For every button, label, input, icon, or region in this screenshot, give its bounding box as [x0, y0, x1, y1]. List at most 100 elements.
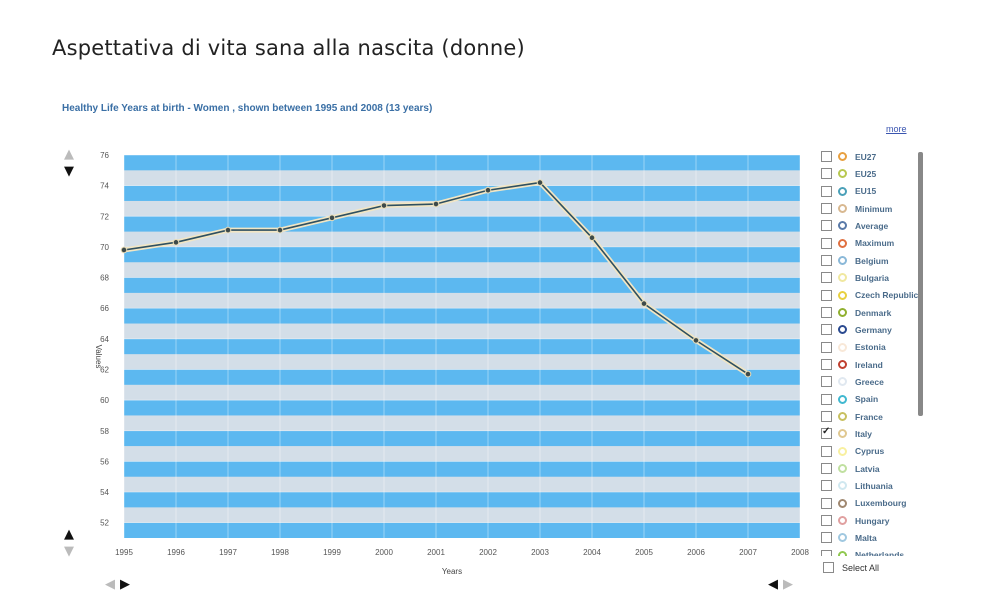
legend-label: Malta	[855, 532, 877, 543]
legend-checkbox[interactable]	[821, 359, 832, 371]
legend-item[interactable]: Estonia	[818, 339, 928, 356]
legend-item[interactable]: Netherlands	[818, 547, 928, 556]
select-all-toggle[interactable]: Select All	[820, 562, 879, 573]
legend-label: Czech Republic	[855, 290, 919, 301]
data-point	[640, 300, 648, 307]
y-tick-label: 60	[100, 396, 109, 405]
legend-item[interactable]: Spain	[818, 391, 928, 408]
legend-item[interactable]: Denmark	[818, 304, 928, 321]
background-band	[124, 246, 800, 263]
legend-item[interactable]: France	[818, 408, 928, 425]
legend-checkbox[interactable]	[821, 376, 832, 388]
data-point	[276, 226, 284, 234]
legend-item[interactable]: Hungary	[818, 512, 928, 529]
data-point	[224, 226, 232, 234]
background-band	[124, 369, 800, 385]
background-band	[124, 461, 800, 477]
legend-item[interactable]: Germany	[818, 321, 928, 338]
y-tick-label: 76	[100, 151, 109, 160]
legend-checkbox[interactable]	[821, 532, 832, 544]
legend-marker-icon	[838, 342, 847, 352]
background-band	[124, 522, 800, 538]
legend-marker-icon	[838, 290, 847, 300]
x-tick-label: 1998	[271, 548, 289, 557]
legend-item[interactable]: Malta	[818, 529, 928, 546]
x-tick-label: 1996	[167, 548, 185, 557]
select-all-checkbox[interactable]	[823, 562, 834, 573]
legend-item[interactable]: EU27	[818, 148, 928, 165]
legend-checkbox[interactable]	[821, 151, 832, 163]
legend-item[interactable]: Bulgaria	[818, 269, 928, 286]
legend-checkbox[interactable]	[821, 549, 832, 556]
legend-item[interactable]: Latvia	[818, 460, 928, 477]
legend-item[interactable]: Average	[818, 217, 928, 234]
legend-checkbox[interactable]	[821, 185, 832, 197]
data-point	[432, 200, 440, 208]
y-tick-label: 66	[100, 304, 109, 313]
legend-checkbox[interactable]	[821, 411, 832, 423]
legend-checkbox[interactable]	[821, 203, 832, 215]
scroll-up-icon[interactable]: ▲	[64, 527, 74, 542]
legend-checkbox[interactable]	[821, 515, 832, 527]
background-band	[124, 430, 800, 447]
x-tick-label: 2006	[687, 548, 705, 557]
legend-item[interactable]: Greece	[818, 373, 928, 390]
legend-marker-icon	[838, 481, 847, 491]
pan-left-icon[interactable]: ◀	[768, 577, 778, 592]
x-tick-label: 2001	[427, 548, 445, 557]
legend-checkbox[interactable]	[821, 426, 832, 440]
legend-checkbox[interactable]	[821, 237, 832, 249]
legend-marker-icon	[838, 533, 847, 543]
legend-label: Ireland	[855, 359, 883, 370]
legend-scrollbar[interactable]	[918, 152, 923, 416]
x-tick-label: 2000	[375, 548, 393, 557]
legend-item[interactable]: Belgium	[818, 252, 928, 269]
legend-checkbox[interactable]	[821, 393, 832, 405]
legend-item[interactable]: Luxembourg	[818, 495, 928, 512]
y-tick-label: 62	[100, 365, 109, 374]
legend-item[interactable]: Minimum	[818, 200, 928, 217]
legend-checkbox[interactable]	[821, 480, 832, 492]
legend-checkbox[interactable]	[821, 289, 832, 301]
legend-item[interactable]: Lithuania	[818, 477, 928, 494]
scroll-down-icon[interactable]: ▼	[64, 164, 74, 179]
legend-marker-icon	[838, 550, 847, 556]
legend-item[interactable]: Italy	[818, 425, 928, 442]
legend-checkbox[interactable]	[821, 497, 832, 509]
legend-checkbox[interactable]	[821, 255, 832, 267]
legend-checkbox[interactable]	[821, 324, 832, 336]
legend-marker-icon	[838, 464, 847, 474]
legend-marker-icon	[838, 498, 847, 508]
pan-right-icon[interactable]: ▶	[120, 577, 130, 592]
legend-checkbox[interactable]	[821, 341, 832, 353]
legend-label: Average	[855, 220, 889, 231]
legend-checkbox[interactable]	[821, 168, 832, 180]
scroll-up-disabled-icon: ▲	[64, 147, 74, 162]
legend-marker-icon	[838, 360, 847, 370]
x-axis-label: Years	[442, 567, 462, 576]
legend-item[interactable]: EU15	[818, 183, 928, 200]
background-band	[124, 338, 800, 355]
legend-checkbox[interactable]	[821, 445, 832, 457]
legend-item[interactable]: Maximum	[818, 235, 928, 252]
x-tick-label: 2005	[635, 548, 653, 557]
background-band	[124, 492, 800, 508]
legend-marker-icon	[838, 325, 847, 335]
legend-marker-icon	[838, 204, 847, 214]
legend-checkbox[interactable]	[821, 220, 832, 232]
legend-marker-icon	[838, 394, 847, 404]
legend-label: Cyprus	[855, 446, 885, 457]
legend-label: Estonia	[855, 342, 886, 353]
legend-label: Hungary	[855, 515, 890, 526]
background-band	[124, 507, 800, 523]
legend-item[interactable]: Cyprus	[818, 443, 928, 460]
legend-item[interactable]: Czech Republic	[818, 287, 928, 304]
y-tick-label: 54	[100, 488, 109, 497]
background-band	[124, 292, 800, 309]
more-link[interactable]: more	[886, 124, 907, 134]
legend-checkbox[interactable]	[821, 307, 832, 319]
legend-item[interactable]: Ireland	[818, 356, 928, 373]
legend-item[interactable]: EU25	[818, 165, 928, 182]
legend-checkbox[interactable]	[821, 463, 832, 475]
legend-checkbox[interactable]	[821, 272, 832, 284]
